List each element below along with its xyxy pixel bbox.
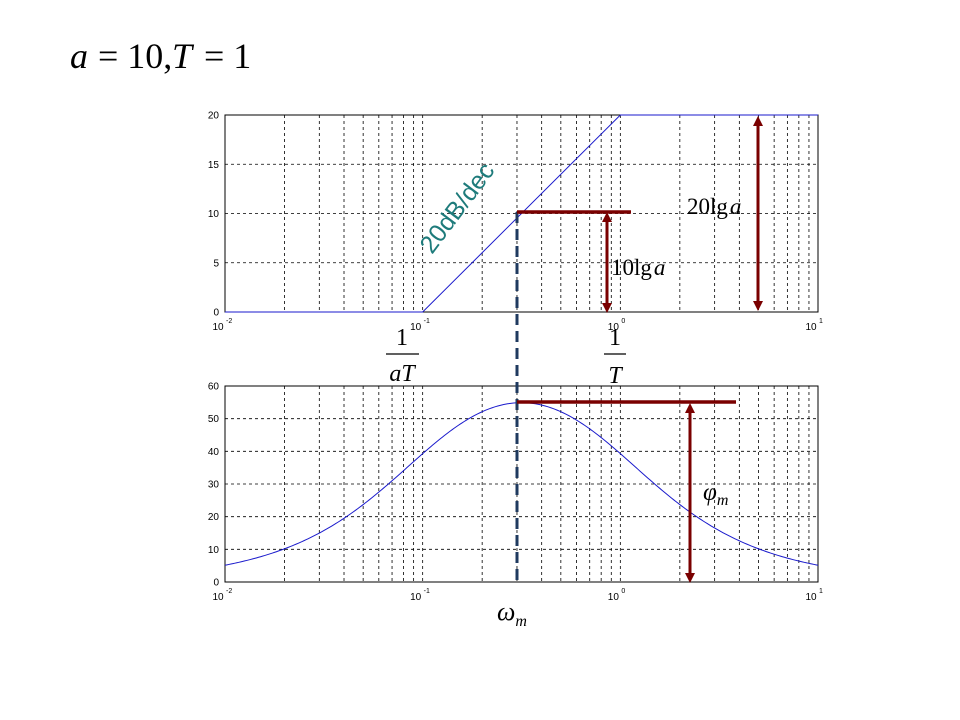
- omega-subscript: m: [515, 613, 527, 630]
- magnitude-x-tick-exponent: 1: [819, 318, 823, 325]
- magnitude-x-tick-label: 10: [212, 322, 224, 333]
- phi-m-label: φm: [703, 479, 728, 509]
- phase-y-tick-label: 60: [208, 382, 220, 393]
- phase-x-tick-exponent: 1: [819, 588, 823, 595]
- phase-x-tick-exponent: -2: [226, 588, 232, 595]
- phase-x-tick-label: 10: [805, 592, 817, 603]
- phase-x-tick-label: 10: [410, 592, 422, 603]
- phase-y-ticks: 0 10 20 30 40 50 60: [208, 382, 220, 589]
- label-20lg: 20lga: [687, 194, 741, 219]
- phase-x-tick-exponent: 0: [621, 588, 625, 595]
- magnitude-y-tick-label: 0: [213, 308, 219, 319]
- magnitude-x-tick-label: 10: [410, 322, 422, 333]
- formula-header: a = 10, T = 1: [70, 36, 251, 76]
- label-10lg-var: a: [654, 255, 666, 280]
- magnitude-x-tick-exponent: 0: [621, 318, 625, 325]
- phi-subscript: m: [717, 492, 729, 509]
- label-20lg-coef: 20lg: [687, 194, 728, 219]
- magnitude-x-tick-exponent: -1: [424, 318, 430, 325]
- phi-symbol: φ: [703, 479, 717, 506]
- frac1-numerator: 1: [396, 325, 408, 351]
- magnitude-y-tick-label: 15: [208, 160, 220, 171]
- phase-y-tick-label: 30: [208, 480, 220, 491]
- phase-x-tick-label: 10: [212, 592, 224, 603]
- magnitude-x-tick-exponent: -2: [226, 318, 232, 325]
- phase-y-tick-label: 50: [208, 414, 220, 425]
- magnitude-y-tick-label: 20: [208, 111, 220, 122]
- phase-y-tick-label: 40: [208, 447, 220, 458]
- label-10lg: 10lga: [611, 255, 665, 280]
- phase-y-tick-label: 20: [208, 512, 220, 523]
- magnitude-grid: [225, 115, 818, 312]
- fraction-1-over-aT: 1 aT: [386, 325, 419, 387]
- phase-grid: [225, 386, 818, 582]
- formula-T: T: [172, 36, 195, 76]
- phase-x-tick-exponent: -1: [424, 588, 430, 595]
- phase-y-tick-label: 0: [213, 578, 219, 589]
- formula-eq1: = 10,: [98, 36, 172, 76]
- magnitude-y-tick-label: 10: [208, 209, 220, 220]
- frac1-denominator: aT: [389, 361, 416, 387]
- magnitude-x-tick-label: 10: [805, 322, 817, 333]
- omega-symbol: ω: [497, 597, 515, 626]
- magnitude-x-tick-label: 10: [608, 322, 620, 333]
- phase-y-tick-label: 10: [208, 545, 220, 556]
- label-10lg-coef: 10lg: [611, 255, 652, 280]
- phase-x-tick-label: 10: [608, 592, 620, 603]
- formula-eq2: = 1: [204, 36, 251, 76]
- label-20lg-var: a: [730, 194, 742, 219]
- magnitude-y-ticks: 0 5 10 15 20: [208, 111, 220, 319]
- frac2-numerator: 1: [609, 325, 621, 351]
- formula-a: a: [70, 36, 88, 76]
- omega-m-label: ωm: [497, 597, 527, 630]
- frac2-denominator: T: [608, 363, 623, 389]
- fraction-1-over-T: 1 T: [604, 325, 626, 389]
- magnitude-y-tick-label: 5: [213, 258, 219, 269]
